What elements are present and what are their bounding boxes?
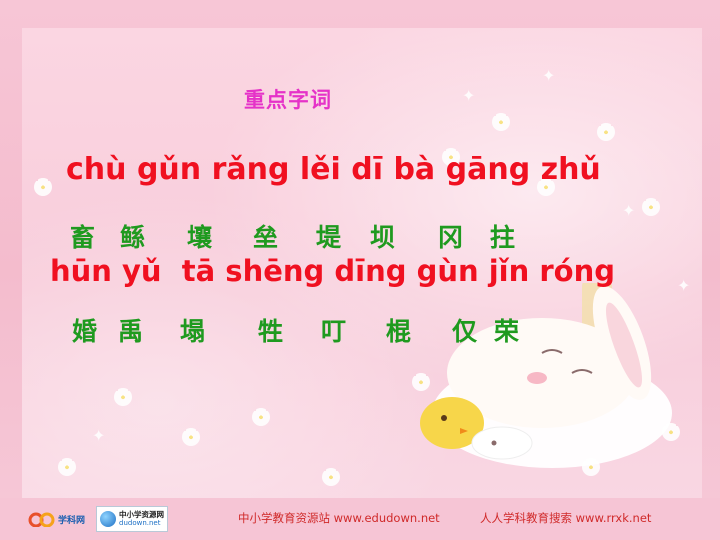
flower-decoration — [442, 148, 460, 166]
hanzi-char: 坝 — [370, 223, 396, 252]
hanzi-char: 拄 — [490, 223, 516, 252]
flower-decoration — [597, 123, 615, 141]
sparkle-icon: ✦ — [622, 201, 636, 220]
flower-decoration — [58, 458, 76, 476]
sparkle-icon: ✦ — [542, 66, 556, 85]
hanzi-char: 冈 — [438, 223, 464, 252]
slide-title: 重点字词 — [244, 88, 332, 112]
hanzi-char: 荣 — [494, 317, 520, 346]
hanzi-char: 塌 — [180, 317, 206, 346]
slide-canvas: ✦ ✦ ✦ ✦ ✦ — [22, 28, 702, 498]
pinyin-line-2: hūn yǔ tā shēng dīng gùn jǐn róng — [50, 254, 615, 288]
hanzi-char: 畜 — [70, 223, 96, 252]
sparkle-icon: ✦ — [677, 276, 691, 295]
hanzi-line-1: 畜 鲧 壤 垒 堤 坝 冈 拄 — [0, 218, 720, 252]
hanzi-char: 叮 — [321, 317, 347, 346]
dudown-logo-sub: dudown.net — [119, 519, 161, 527]
flower-decoration — [412, 373, 430, 391]
hanzi-char: 垒 — [253, 223, 279, 252]
globe-icon — [100, 511, 116, 527]
sparkle-icon: ✦ — [462, 86, 476, 105]
dudown-logo[interactable]: 中小学资源网 dudown.net — [96, 506, 168, 532]
credit-rrxk[interactable]: 人人学科教育搜索 www.rrxk.net — [480, 511, 652, 525]
dudown-logo-text: 中小学资源网 dudown.net — [119, 510, 164, 528]
hanzi-char: 禹 — [118, 317, 144, 346]
flower-decoration — [252, 408, 270, 426]
flower-decoration — [34, 178, 52, 196]
hanzi-char: 鲧 — [120, 223, 146, 252]
flower-decoration — [322, 468, 340, 486]
hanzi-line-2: 婚 禹 塌 牲 叮 棍 仅 荣 — [0, 312, 720, 346]
flower-decoration — [114, 388, 132, 406]
credit-edudown[interactable]: 中小学教育资源站 www.edudown.net — [238, 511, 440, 525]
pinyin-line-1: chù gǔn rǎng lěi dī bà gāng zhǔ — [66, 152, 601, 187]
flower-decoration — [492, 113, 510, 131]
hanzi-char: 仅 — [452, 317, 478, 346]
xuekewang-logo-icon — [28, 512, 55, 527]
sleeping-bunny-illustration — [420, 283, 672, 468]
sparkle-icon: ✦ — [92, 426, 106, 445]
flower-decoration — [182, 428, 200, 446]
hanzi-char: 堤 — [316, 223, 342, 252]
hanzi-char: 棍 — [386, 317, 412, 346]
xuekewang-logo[interactable]: 学科网 — [28, 508, 88, 530]
hanzi-char: 壤 — [187, 223, 213, 252]
hanzi-char: 婚 — [72, 317, 98, 346]
hanzi-char: 牲 — [258, 317, 284, 346]
dudown-logo-title: 中小学资源网 — [119, 510, 164, 519]
flower-decoration — [642, 198, 660, 216]
xuekewang-logo-text: 学科网 — [58, 515, 86, 526]
flower-decoration — [537, 178, 555, 196]
